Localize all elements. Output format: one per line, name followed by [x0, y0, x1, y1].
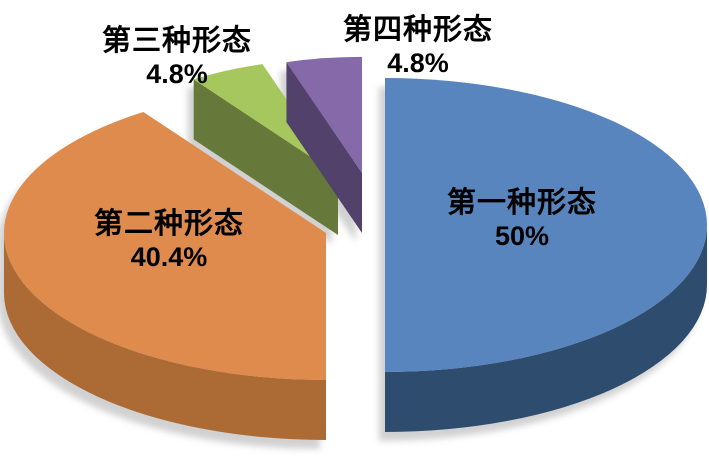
pie-slice-1: [385, 78, 707, 432]
pie-slice-3-top: [193, 64, 338, 175]
pie-slice-2-top: [4, 111, 327, 381]
pie-slice-3-side: [193, 79, 338, 235]
pie-slice-1-top: [385, 78, 707, 372]
pie-slice-4-side: [286, 62, 362, 234]
pie-slice-2: [4, 111, 327, 440]
pie-slice-4-top: [286, 56, 362, 174]
pie-slice-2-side: [4, 233, 326, 440]
pie-slice-4: [286, 56, 362, 234]
pie-slice-1-side: [385, 225, 707, 432]
pie-slice-3: [193, 64, 338, 235]
